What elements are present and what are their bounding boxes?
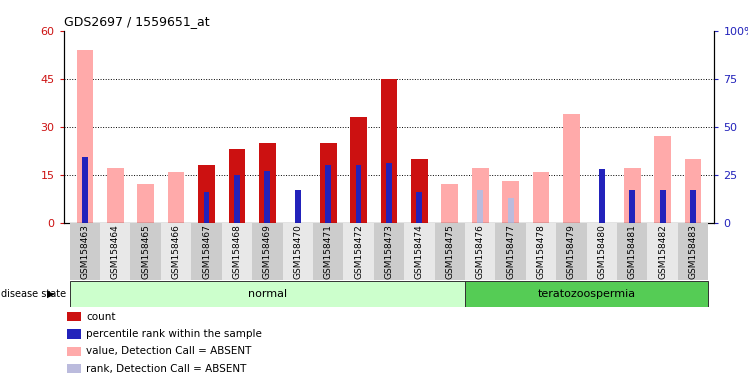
Bar — [417, 192, 423, 223]
Bar — [465, 281, 708, 307]
Bar — [283, 223, 313, 280]
Text: GSM158475: GSM158475 — [445, 224, 454, 279]
Text: GSM158476: GSM158476 — [476, 224, 485, 279]
Bar — [203, 192, 209, 223]
Bar — [472, 168, 488, 223]
Text: GSM158471: GSM158471 — [324, 224, 333, 279]
Bar — [191, 223, 221, 280]
Bar — [221, 223, 252, 280]
Bar — [435, 223, 465, 280]
Bar — [557, 223, 586, 280]
Bar — [168, 172, 185, 223]
Text: disease state: disease state — [1, 289, 66, 299]
Bar — [690, 190, 696, 223]
Bar — [404, 223, 435, 280]
Text: normal: normal — [248, 289, 287, 299]
Bar — [660, 190, 666, 223]
Bar — [654, 136, 671, 223]
Text: GSM158481: GSM158481 — [628, 224, 637, 279]
Bar — [533, 172, 549, 223]
Bar — [386, 163, 392, 223]
Bar — [411, 159, 428, 223]
Text: value, Detection Call = ABSENT: value, Detection Call = ABSENT — [86, 346, 251, 356]
Bar — [690, 190, 696, 223]
Bar — [624, 168, 640, 223]
Bar — [325, 165, 331, 223]
Text: teratozoospermia: teratozoospermia — [538, 289, 636, 299]
Text: GDS2697 / 1559651_at: GDS2697 / 1559651_at — [64, 15, 209, 28]
Bar — [198, 165, 215, 223]
Bar — [502, 181, 519, 223]
Bar — [684, 159, 702, 223]
Text: ▶: ▶ — [47, 289, 55, 299]
Bar — [374, 223, 404, 280]
Text: GSM158483: GSM158483 — [689, 224, 698, 279]
Text: percentile rank within the sample: percentile rank within the sample — [86, 329, 262, 339]
Text: GSM158470: GSM158470 — [293, 224, 302, 279]
Bar — [660, 190, 666, 223]
Text: GSM158473: GSM158473 — [384, 224, 393, 279]
Bar — [355, 165, 361, 223]
Bar — [617, 223, 648, 280]
Bar — [599, 169, 604, 223]
Text: GSM158480: GSM158480 — [598, 224, 607, 279]
Bar — [465, 223, 495, 280]
Text: GSM158463: GSM158463 — [80, 224, 89, 279]
Bar — [76, 50, 94, 223]
Bar — [599, 190, 604, 223]
Bar — [586, 223, 617, 280]
Text: GSM158474: GSM158474 — [415, 224, 424, 279]
Text: GSM158472: GSM158472 — [354, 224, 363, 279]
Bar — [234, 175, 240, 223]
Text: GSM158468: GSM158468 — [233, 224, 242, 279]
Text: GSM158466: GSM158466 — [171, 224, 180, 279]
Text: GSM158464: GSM158464 — [111, 224, 120, 279]
Bar — [441, 184, 458, 223]
Bar — [313, 223, 343, 280]
Text: GSM158477: GSM158477 — [506, 224, 515, 279]
Bar — [295, 190, 301, 223]
Bar — [100, 223, 130, 280]
Bar — [678, 223, 708, 280]
Text: GSM158479: GSM158479 — [567, 224, 576, 279]
Bar — [259, 143, 276, 223]
Bar — [82, 157, 88, 223]
Bar — [563, 114, 580, 223]
Bar — [138, 184, 154, 223]
Text: GSM158469: GSM158469 — [263, 224, 272, 279]
Bar — [629, 190, 635, 223]
Bar — [264, 171, 270, 223]
Bar — [107, 168, 123, 223]
Bar — [161, 223, 191, 280]
Bar — [508, 198, 514, 223]
Bar — [70, 223, 100, 280]
Bar — [229, 149, 245, 223]
Bar — [648, 223, 678, 280]
Bar — [320, 143, 337, 223]
Bar — [343, 223, 374, 280]
Text: GSM158478: GSM158478 — [536, 224, 545, 279]
Bar — [252, 223, 283, 280]
Bar — [350, 117, 367, 223]
Bar — [477, 190, 483, 223]
Text: rank, Detection Call = ABSENT: rank, Detection Call = ABSENT — [86, 364, 246, 374]
Text: GSM158482: GSM158482 — [658, 224, 667, 279]
Bar — [130, 223, 161, 280]
Bar — [629, 192, 635, 223]
Bar — [381, 79, 397, 223]
Text: GSM158465: GSM158465 — [141, 224, 150, 279]
Text: GSM158467: GSM158467 — [202, 224, 211, 279]
Bar — [526, 223, 557, 280]
Text: count: count — [86, 312, 115, 322]
Bar — [495, 223, 526, 280]
Bar — [70, 281, 465, 307]
